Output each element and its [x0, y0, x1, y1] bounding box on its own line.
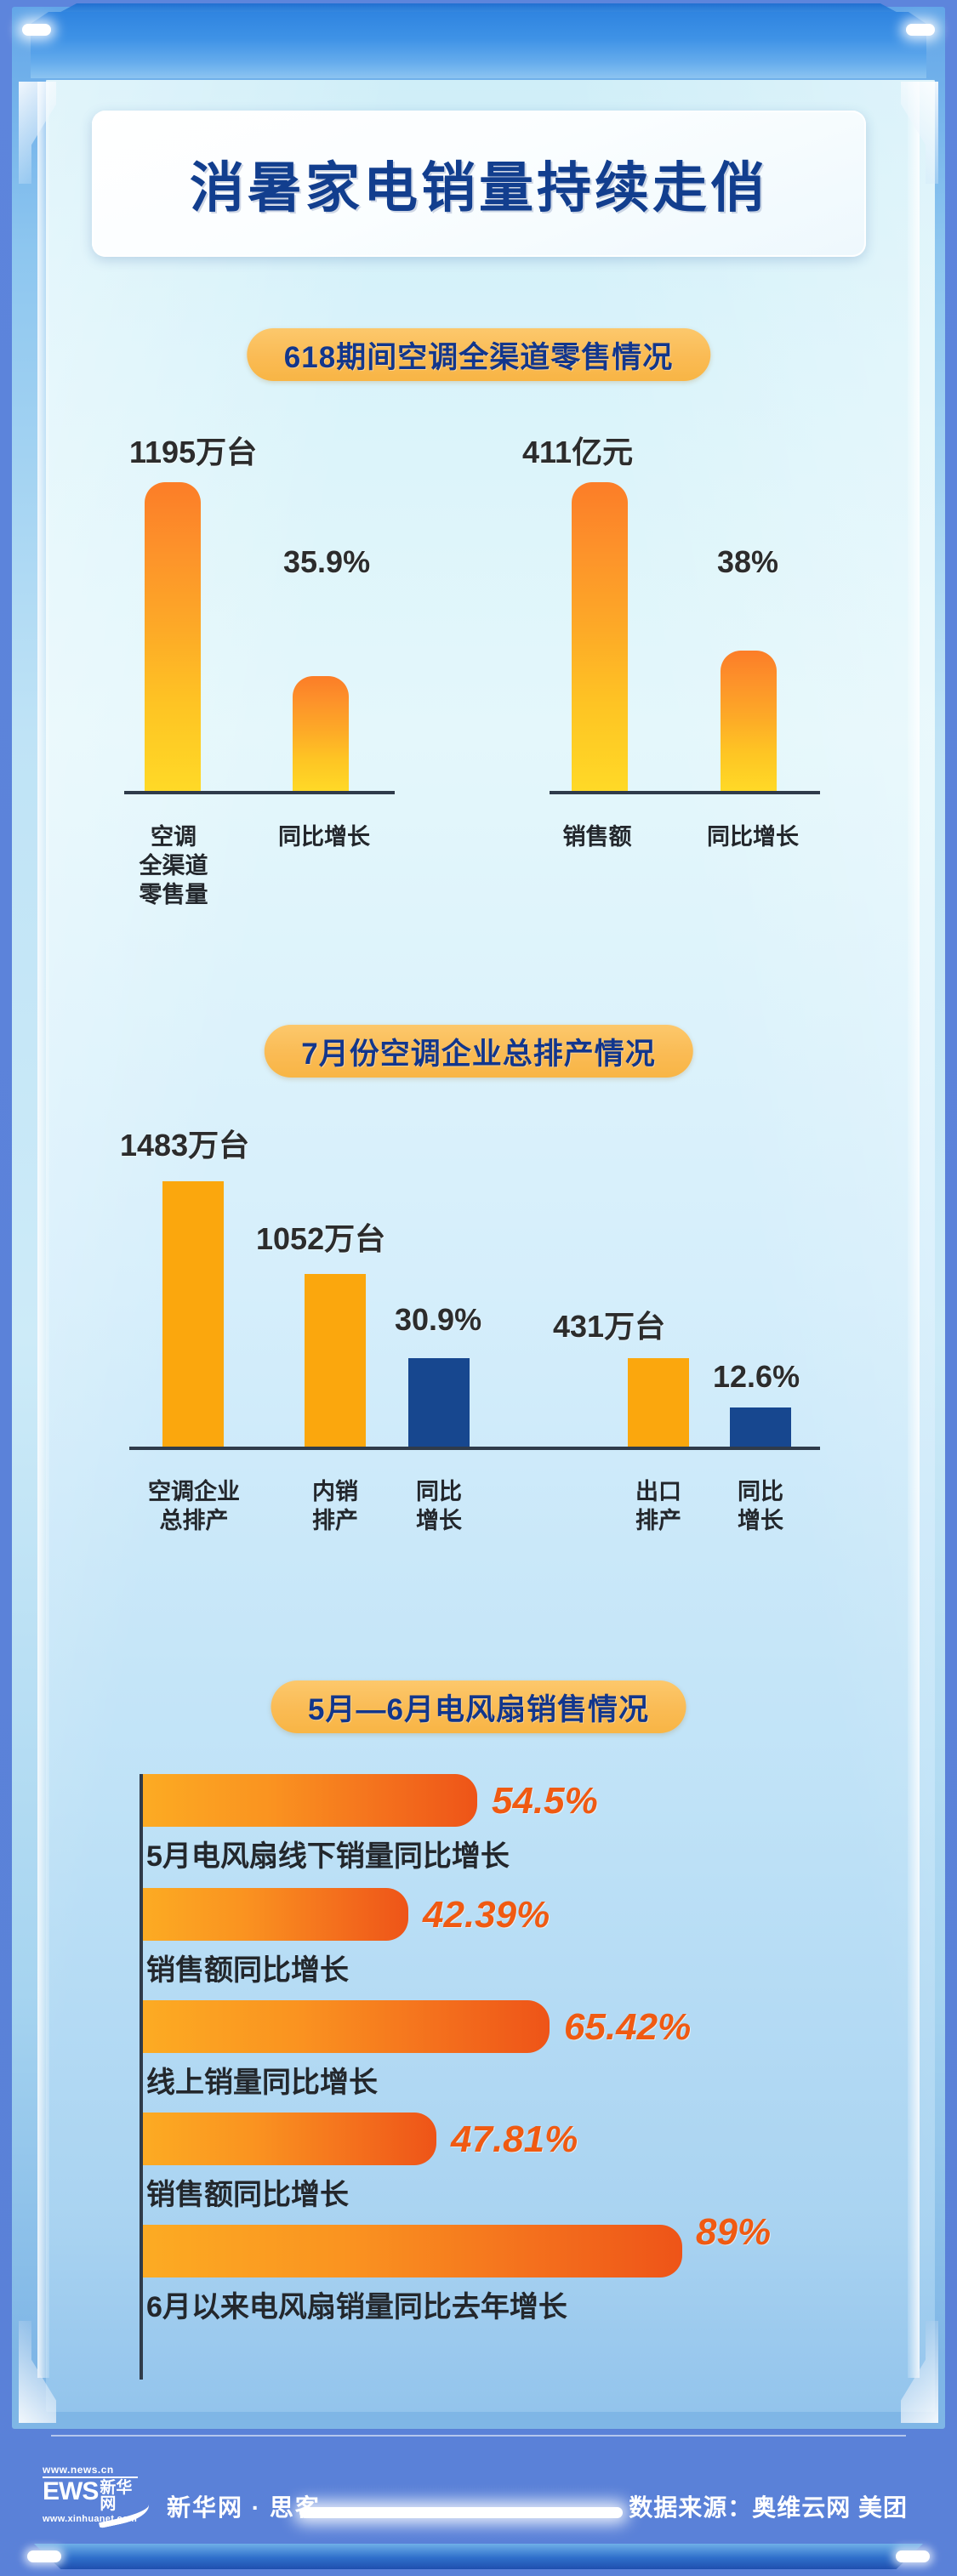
chart1-bar-2 [572, 482, 628, 791]
chart2-category-4: 同比 增长 [738, 1479, 783, 1533]
chart3-category-0: 5月电风扇线下销量同比增长 [146, 1840, 510, 1873]
chart1-value-3: 38% [717, 544, 779, 579]
chart3-value-4: 89% [696, 2211, 772, 2253]
chart2-category-2: 同比 增长 [416, 1479, 462, 1533]
title-card: 消暑家电销量持续走俏 [92, 111, 866, 257]
footer-brand: 新华网 · 思客 [167, 2494, 321, 2521]
chart3-category-3: 销售额同比增长 [146, 2179, 349, 2211]
footer-divider [51, 2435, 906, 2437]
chart2-bar-3 [628, 1358, 689, 1447]
chart3-category-1: 销售额同比增长 [146, 1954, 349, 1987]
chart1-category-0: 空调 全渠道 零售量 [139, 824, 208, 907]
footer-source: 数据来源：奥维云网 美团 [629, 2494, 908, 2521]
frame-top-bar [31, 12, 926, 78]
frame-bottom-nub-right [896, 2550, 930, 2562]
chart1-category-2: 销售额 [562, 824, 632, 850]
chart2-value-0: 1483万台 [120, 1128, 250, 1163]
chart2-bar-4 [730, 1407, 791, 1447]
chart3-bar-3 [143, 2113, 436, 2165]
chart3-axis [140, 1774, 143, 2380]
chart1-bar-0 [145, 482, 201, 791]
chart1-axis-left [124, 791, 395, 794]
chart1-category-1: 同比增长 [278, 824, 370, 850]
chart1-axis-right [550, 791, 820, 794]
chart3-value-3: 47.81% [451, 2118, 578, 2160]
section-header-3: 5月—6月电风扇销售情况 [271, 1680, 686, 1733]
frame-nub-left [22, 24, 51, 36]
section-header-1: 618期间空调全渠道零售情况 [246, 328, 711, 381]
chart3-value-2: 65.42% [564, 2006, 692, 2048]
chart2-value-3: 431万台 [553, 1309, 666, 1344]
logo-news-letters: EWS [43, 2477, 99, 2505]
section-header-1-label: 618期间空调全渠道零售情况 [283, 340, 674, 374]
logo-rule [43, 2476, 138, 2478]
frame-bottom-glow [299, 2507, 623, 2518]
frame-bottom-bar [34, 2544, 923, 2569]
chart2-bar-0 [162, 1181, 224, 1447]
chart3-category-4: 6月以来电风扇销量同比去年增长 [146, 2291, 567, 2323]
chart1-value-2: 411亿元 [522, 435, 634, 469]
section-header-2: 7月份空调企业总排产情况 [264, 1025, 693, 1078]
chart1-bar-1 [293, 676, 349, 791]
logo-top-url: www.news.cn [43, 2464, 114, 2476]
chart3-value-1: 42.39% [423, 1894, 550, 1936]
chart2-category-1: 内销 排产 [312, 1479, 358, 1533]
chart2-category-3: 出口 排产 [635, 1479, 681, 1533]
chart1-category-3: 同比增长 [707, 824, 799, 850]
frame-nub-right [906, 24, 935, 36]
frame-bottom-nub-left [27, 2550, 61, 2562]
logo-bottom-url: www.xinhuanet.com [43, 2514, 138, 2524]
page-title: 消暑家电销量持续走俏 [190, 157, 768, 219]
chart2-axis [129, 1447, 820, 1450]
footer: www.news.cn EWS 新华网 www.xinhuanet.com 新华… [0, 2428, 957, 2576]
chart2-bar-1 [305, 1274, 366, 1447]
chart2-value-4: 12.6% [713, 1359, 800, 1394]
frame-edge-right [908, 82, 920, 2378]
section-header-2-label: 7月份空调企业总排产情况 [301, 1037, 656, 1071]
xinhua-logo-icon: www.news.cn EWS 新华网 www.xinhuanet.com [43, 2464, 152, 2542]
chart2-bar-2 [408, 1358, 470, 1447]
logo-mark: EWS 新华网 [43, 2477, 145, 2513]
chart2-value-1: 1052万台 [256, 1221, 386, 1256]
chart3-category-2: 线上销量同比增长 [146, 2067, 378, 2099]
chart3-value-0: 54.5% [492, 1780, 598, 1822]
chart3-bar-2 [143, 2000, 550, 2053]
section-header-3-label: 5月—6月电风扇销售情况 [308, 1692, 649, 1726]
chart3-bar-1 [143, 1888, 408, 1941]
chart2-category-0: 空调企业 总排产 [148, 1479, 240, 1533]
chart2-value-2: 30.9% [395, 1302, 482, 1337]
frame-edge-left [37, 82, 49, 2378]
chart3-bar-0 [143, 1774, 477, 1827]
chart1-value-1: 35.9% [283, 544, 371, 579]
chart1-value-0: 1195万台 [129, 435, 258, 469]
chart1-bar-3 [721, 651, 777, 791]
logo-cn-text: 新华网 [100, 2479, 133, 2513]
chart3-bar-4 [143, 2225, 682, 2277]
